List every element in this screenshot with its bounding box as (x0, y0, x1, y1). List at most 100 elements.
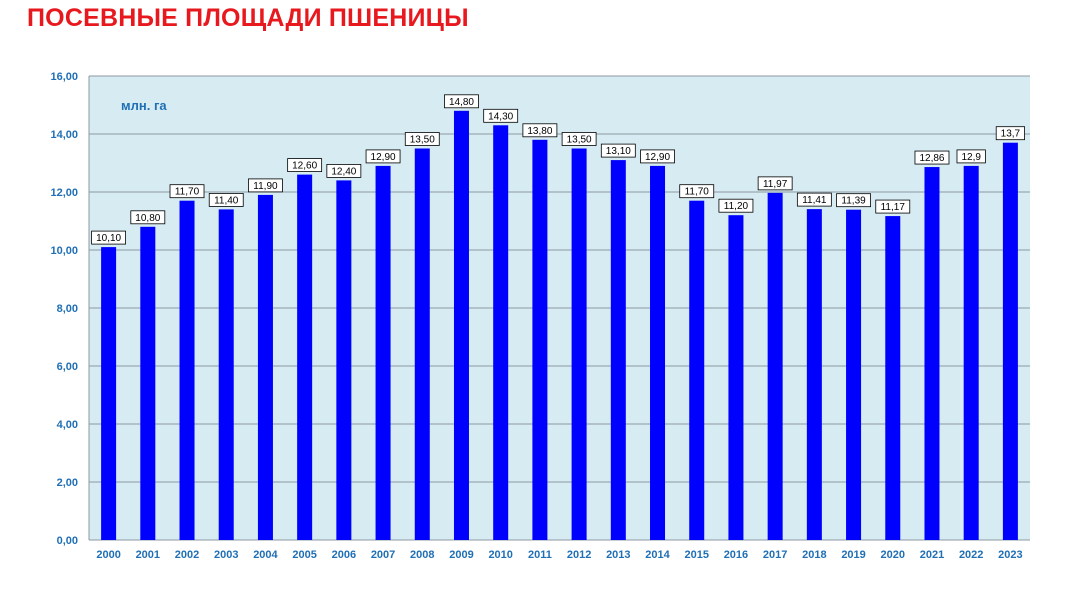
data-label-text: 13,50 (410, 135, 435, 146)
data-label-2008: 13,50 (404, 132, 440, 146)
data-label-text: 11,41 (802, 195, 827, 206)
bar-2003 (218, 209, 234, 540)
x-tick-label: 2001 (136, 549, 160, 561)
data-label-2022: 12,9 (956, 149, 986, 164)
data-label-2007: 12,90 (365, 149, 401, 164)
x-tick-label: 2017 (763, 549, 787, 561)
data-label-2015: 11,70 (679, 184, 715, 199)
data-label-box (130, 210, 166, 225)
bar-2015 (689, 200, 705, 540)
x-tick-label: 2013 (606, 549, 630, 561)
data-label-box (640, 149, 675, 164)
data-label-text: 13,10 (606, 146, 631, 157)
bar-2006 (336, 180, 352, 540)
x-tick-label: 2008 (410, 549, 434, 561)
data-label-box (914, 150, 950, 165)
data-label-text: 13,50 (567, 135, 592, 146)
y-tick-label: 2,00 (57, 477, 78, 489)
bar-2018 (806, 209, 822, 541)
data-label-2020: 11,17 (875, 199, 911, 214)
bar-2011 (532, 139, 548, 541)
x-tick-label: 2000 (96, 549, 120, 561)
data-label-2011: 13,80 (522, 123, 558, 138)
bar-2016 (728, 215, 744, 540)
y-tick-label: 12,00 (50, 187, 78, 199)
data-label-text: 10,10 (96, 233, 121, 244)
data-label-text: 11,70 (175, 187, 200, 198)
data-label-text: 13,80 (527, 126, 552, 137)
data-label-text: 12,90 (645, 152, 670, 163)
y-axis-ticks: 0,00 2,00 4,00 6,00 8,00 10,00 12,00 14,00 16,00 (50, 71, 78, 547)
data-label-text: 12,60 (292, 161, 317, 172)
unit-label: млн. га (121, 98, 167, 113)
bar-2008 (414, 148, 430, 540)
data-label-box (561, 132, 597, 146)
data-label-2021: 12,86 (914, 150, 950, 165)
data-label-2005: 12,60 (287, 158, 323, 173)
data-label-text: 11,70 (685, 187, 710, 198)
data-label-box (995, 126, 1025, 141)
y-tick-label: 0,00 (57, 535, 78, 547)
data-label-box (365, 149, 401, 164)
data-label-2016: 11,20 (718, 198, 754, 213)
data-label-text: 13,7 (1001, 129, 1021, 140)
bar-2013 (610, 160, 626, 540)
y-tick-label: 4,00 (57, 419, 78, 431)
data-label-2012: 13,50 (561, 132, 597, 146)
y-tick-label: 16,00 (50, 71, 78, 83)
data-label-text: 11,90 (253, 181, 278, 192)
bar-2014 (650, 165, 666, 540)
data-label-text: 14,30 (488, 111, 513, 122)
x-tick-label: 2012 (567, 549, 591, 561)
x-axis-ticks: 2000 2001 2002 2003 2004 2005 2006 2007 2008 2009… (96, 549, 1022, 561)
y-tick-label: 14,00 (50, 129, 78, 141)
data-label-text: 11,97 (763, 179, 788, 190)
bar-2000 (101, 247, 117, 540)
data-label-2023: 13,7 (995, 126, 1025, 141)
x-tick-label: 2005 (292, 549, 316, 561)
x-tick-label: 2021 (920, 549, 944, 561)
bar-2005 (297, 174, 313, 540)
data-label-2009: 14,80 (444, 94, 479, 109)
data-label-box (483, 108, 519, 123)
x-tick-label: 2002 (175, 549, 199, 561)
data-label-box (679, 184, 715, 199)
bar-2019 (846, 209, 862, 540)
data-label-2013: 13,10 (600, 143, 636, 158)
data-label-box (404, 132, 440, 146)
x-tick-label: 2011 (528, 549, 552, 561)
gridlines (88, 75, 1030, 541)
data-label-2010: 14,30 (483, 108, 519, 123)
data-label-box (600, 143, 636, 158)
x-tick-label: 2020 (881, 549, 905, 561)
bar-2020 (885, 216, 901, 540)
data-label-2018: 11,41 (796, 192, 832, 207)
data-label-box (91, 230, 127, 245)
chart-title: ПОСЕВНЫЕ ПЛОЩАДИ ПШЕНИЦЫ (27, 4, 469, 32)
bar-2017 (767, 192, 783, 540)
data-label-text: 12,86 (919, 153, 944, 164)
data-label-box (169, 184, 205, 199)
bar-2009 (453, 110, 469, 541)
data-labels: 10,10 10,80 11,70 11,40 11,90 12,60 12,40 12,90… (91, 94, 1025, 245)
bar-2010 (493, 125, 509, 541)
data-label-box (875, 199, 911, 214)
x-tick-label: 2019 (841, 549, 865, 561)
bar-2012 (571, 148, 587, 540)
y-tick-label: 8,00 (57, 303, 78, 315)
data-label-text: 11,40 (214, 195, 239, 206)
bar-2023 (1002, 142, 1018, 540)
data-label-box (522, 123, 558, 138)
data-label-2014: 12,90 (640, 149, 675, 164)
x-tick-label: 2004 (253, 549, 278, 561)
x-tick-label: 2015 (684, 549, 708, 561)
bar-2001 (140, 226, 156, 541)
x-tick-label: 2018 (802, 549, 826, 561)
data-label-text: 12,90 (371, 152, 396, 163)
data-label-2002: 11,70 (169, 184, 205, 199)
data-label-box (757, 176, 793, 191)
x-tick-label: 2014 (645, 549, 670, 561)
data-label-text: 12,9 (961, 152, 981, 163)
data-label-2000: 10,10 (91, 230, 127, 245)
